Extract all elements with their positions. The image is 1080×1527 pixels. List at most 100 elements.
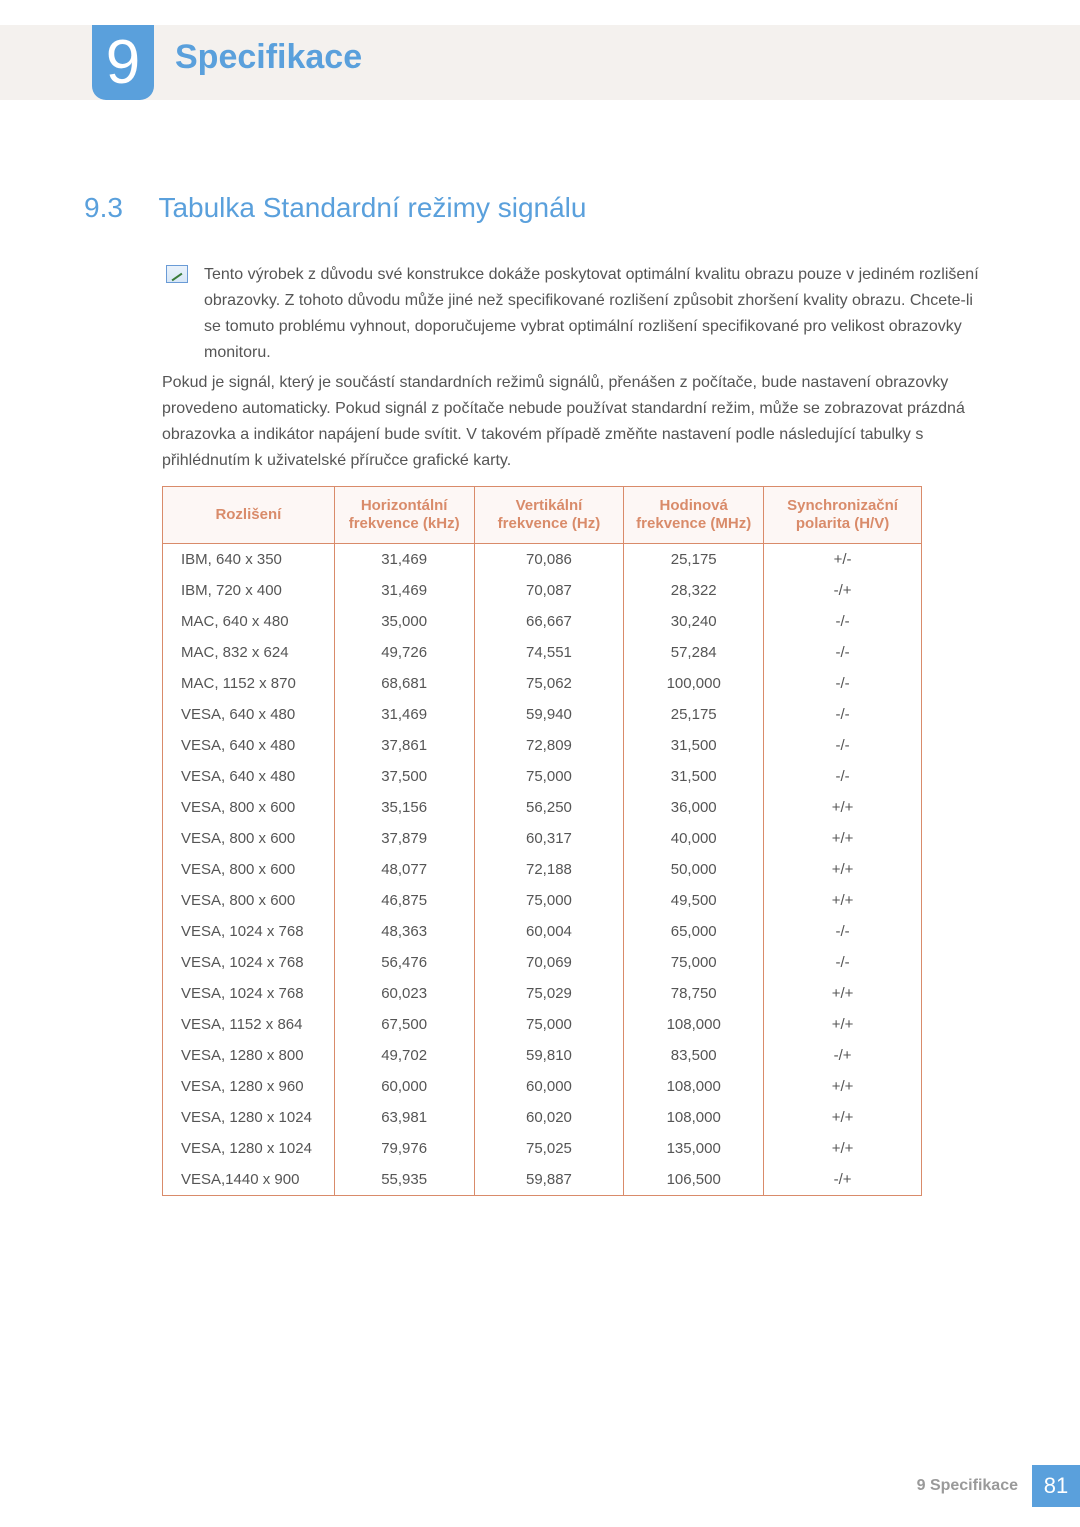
table-cell: VESA, 1280 x 800: [163, 1040, 335, 1071]
table-cell: VESA, 800 x 600: [163, 854, 335, 885]
table-row: VESA, 1024 x 76848,36360,00465,000-/-: [163, 916, 922, 947]
table-cell: 70,069: [474, 947, 624, 978]
table-cell: 63,981: [334, 1102, 474, 1133]
table-cell: 75,025: [474, 1133, 624, 1164]
col-header-hfreq: Horizontální frekvence (kHz): [334, 487, 474, 544]
table-row: MAC, 640 x 48035,00066,66730,240-/-: [163, 606, 922, 637]
table-cell: 60,000: [334, 1071, 474, 1102]
footer-chapter-label: 9 Specifikace: [917, 1477, 1018, 1495]
table-cell: VESA, 1024 x 768: [163, 916, 335, 947]
table-cell: 57,284: [624, 637, 764, 668]
table-cell: VESA, 800 x 600: [163, 792, 335, 823]
table-row: VESA, 800 x 60037,87960,31740,000+/+: [163, 823, 922, 854]
body-paragraph: Pokud je signál, který je součástí stand…: [162, 370, 980, 474]
table-cell: 37,861: [334, 730, 474, 761]
table-row: VESA, 640 x 48037,50075,00031,500-/-: [163, 761, 922, 792]
table-cell: 75,000: [474, 1009, 624, 1040]
table-row: IBM, 720 x 40031,46970,08728,322-/+: [163, 575, 922, 606]
table-cell: 40,000: [624, 823, 764, 854]
header-band: [0, 25, 1080, 100]
table-cell: 75,029: [474, 978, 624, 1009]
table-cell: 75,000: [624, 947, 764, 978]
section-number: 9.3: [84, 192, 154, 224]
col-header-resolution: Rozlišení: [163, 487, 335, 544]
table-cell: VESA, 1280 x 1024: [163, 1102, 335, 1133]
table-cell: VESA, 640 x 480: [163, 730, 335, 761]
table-cell: -/-: [764, 730, 922, 761]
col-header-pixelclock: Hodinová frekvence (MHz): [624, 487, 764, 544]
table-cell: VESA, 1024 x 768: [163, 947, 335, 978]
table-cell: -/-: [764, 947, 922, 978]
chapter-title: Specifikace: [175, 38, 362, 77]
table-cell: 31,469: [334, 544, 474, 576]
table-cell: 78,750: [624, 978, 764, 1009]
table-cell: 75,000: [474, 761, 624, 792]
table-cell: 60,020: [474, 1102, 624, 1133]
table-cell: +/+: [764, 792, 922, 823]
table-cell: VESA, 1280 x 1024: [163, 1133, 335, 1164]
table-cell: 106,500: [624, 1164, 764, 1196]
table-cell: 75,062: [474, 668, 624, 699]
table-row: VESA, 1024 x 76860,02375,02978,750+/+: [163, 978, 922, 1009]
table-row: VESA, 1280 x 102463,98160,020108,000+/+: [163, 1102, 922, 1133]
info-note: Tento výrobek z důvodu své konstrukce do…: [168, 262, 980, 366]
section-heading: 9.3 Tabulka Standardní režimy signálu: [84, 192, 996, 224]
table-cell: 49,726: [334, 637, 474, 668]
table-cell: 35,156: [334, 792, 474, 823]
note-icon: [166, 265, 188, 283]
table-cell: VESA,1440 x 900: [163, 1164, 335, 1196]
table-cell: MAC, 640 x 480: [163, 606, 335, 637]
table-cell: 59,887: [474, 1164, 624, 1196]
table-cell: 75,000: [474, 885, 624, 916]
table-cell: 100,000: [624, 668, 764, 699]
table-cell: VESA, 1280 x 960: [163, 1071, 335, 1102]
table-cell: VESA, 1152 x 864: [163, 1009, 335, 1040]
table-row: VESA, 1280 x 96060,00060,000108,000+/+: [163, 1071, 922, 1102]
table-row: VESA, 800 x 60035,15656,25036,000+/+: [163, 792, 922, 823]
table-cell: 50,000: [624, 854, 764, 885]
table-cell: 59,810: [474, 1040, 624, 1071]
table-cell: 31,500: [624, 730, 764, 761]
table-row: VESA, 1280 x 80049,70259,81083,500-/+: [163, 1040, 922, 1071]
table-cell: 59,940: [474, 699, 624, 730]
table-row: IBM, 640 x 35031,46970,08625,175+/-: [163, 544, 922, 576]
note-text: Tento výrobek z důvodu své konstrukce do…: [204, 262, 980, 366]
table-cell: +/+: [764, 1133, 922, 1164]
table-row: VESA, 1152 x 86467,50075,000108,000+/+: [163, 1009, 922, 1040]
table-cell: IBM, 640 x 350: [163, 544, 335, 576]
table-cell: +/+: [764, 854, 922, 885]
table-cell: 65,000: [624, 916, 764, 947]
signal-modes-table: Rozlišení Horizontální frekvence (kHz) V…: [162, 486, 922, 1196]
table-cell: 108,000: [624, 1102, 764, 1133]
table-cell: -/-: [764, 699, 922, 730]
col-header-vfreq: Vertikální frekvence (Hz): [474, 487, 624, 544]
table-cell: 56,250: [474, 792, 624, 823]
table-cell: 49,702: [334, 1040, 474, 1071]
table-row: VESA, 800 x 60046,87575,00049,500+/+: [163, 885, 922, 916]
table-cell: -/-: [764, 761, 922, 792]
table-cell: +/-: [764, 544, 922, 576]
table-cell: 70,087: [474, 575, 624, 606]
table-cell: 49,500: [624, 885, 764, 916]
table-cell: +/+: [764, 1071, 922, 1102]
table-cell: 46,875: [334, 885, 474, 916]
table-cell: +/+: [764, 885, 922, 916]
table-cell: 70,086: [474, 544, 624, 576]
table-cell: 48,077: [334, 854, 474, 885]
table-cell: VESA, 800 x 600: [163, 823, 335, 854]
table-cell: -/+: [764, 575, 922, 606]
table-cell: 60,317: [474, 823, 624, 854]
table-cell: 37,500: [334, 761, 474, 792]
chapter-number-badge: 9: [92, 25, 154, 100]
table-cell: 48,363: [334, 916, 474, 947]
table-cell: +/+: [764, 1009, 922, 1040]
table-cell: MAC, 832 x 624: [163, 637, 335, 668]
table-cell: 35,000: [334, 606, 474, 637]
table-cell: 31,469: [334, 575, 474, 606]
table-cell: -/+: [764, 1164, 922, 1196]
table-cell: 72,188: [474, 854, 624, 885]
table-cell: 74,551: [474, 637, 624, 668]
table-cell: 36,000: [624, 792, 764, 823]
table-row: VESA, 640 x 48037,86172,80931,500-/-: [163, 730, 922, 761]
table-row: VESA, 1280 x 102479,97675,025135,000+/+: [163, 1133, 922, 1164]
